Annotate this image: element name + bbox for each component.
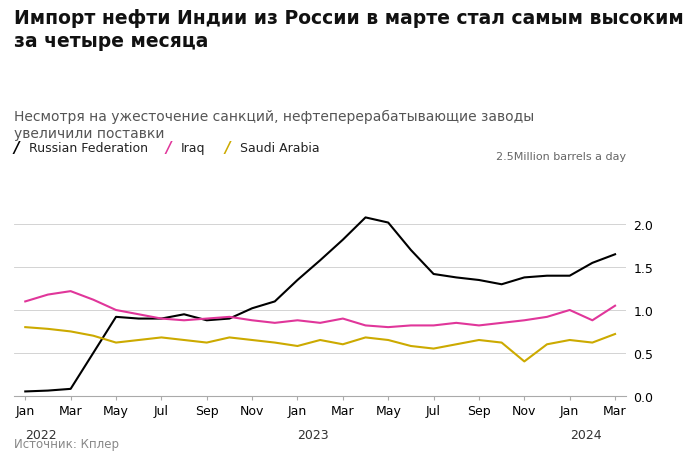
Text: Iraq: Iraq — [181, 142, 205, 154]
Text: /: / — [225, 141, 230, 155]
Text: 2024: 2024 — [570, 428, 601, 441]
Text: /: / — [166, 141, 171, 155]
Text: Несмотря на ужесточение санкций, нефтеперерабатывающие заводы
увеличили поставки: Несмотря на ужесточение санкций, нефтепе… — [14, 109, 534, 141]
Text: Russian Federation: Russian Federation — [29, 142, 148, 154]
Text: Saudi Arabia: Saudi Arabia — [240, 142, 319, 154]
Text: 2022: 2022 — [25, 428, 57, 441]
Text: Источник: Кплер: Источник: Кплер — [14, 437, 119, 450]
Text: 2.5Million barrels a day: 2.5Million barrels a day — [496, 152, 626, 162]
Text: 2023: 2023 — [297, 428, 329, 441]
Text: Импорт нефти Индии из России в марте стал самым высоким
за четыре месяца: Импорт нефти Индии из России в марте ста… — [14, 9, 683, 51]
Text: /: / — [14, 141, 19, 155]
